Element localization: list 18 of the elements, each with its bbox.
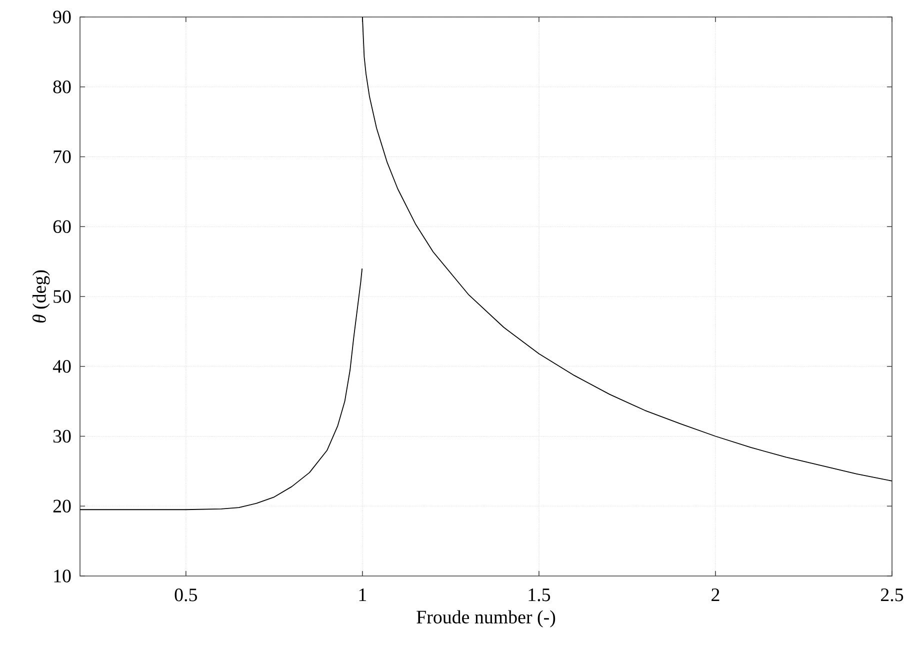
- x-tick-label: 2.5: [881, 588, 904, 602]
- y-tick-label: 90: [53, 10, 71, 24]
- y-tick-label: 70: [54, 150, 71, 164]
- y-tick-label: 10: [54, 570, 71, 582]
- x-axis-title: Froude number (-): [416, 610, 556, 628]
- x-tick-label: 2: [712, 588, 720, 602]
- x-tick-label: 0.5: [174, 588, 197, 602]
- y-tick-label: 60: [53, 220, 71, 234]
- line-series: [362, 16, 892, 482]
- y-tick-label: 50: [54, 290, 71, 303]
- y-tick-label: 80: [53, 80, 71, 94]
- line-series: [80, 268, 363, 510]
- y-tick-label: 30: [53, 430, 71, 443]
- y-tick-label: 20: [53, 500, 71, 513]
- x-tick-label: 1: [359, 588, 366, 602]
- y-axis-title: θ (deg): [32, 270, 50, 323]
- x-tick-label: 1.5: [528, 588, 550, 602]
- y-tick-label: 40: [52, 360, 71, 373]
